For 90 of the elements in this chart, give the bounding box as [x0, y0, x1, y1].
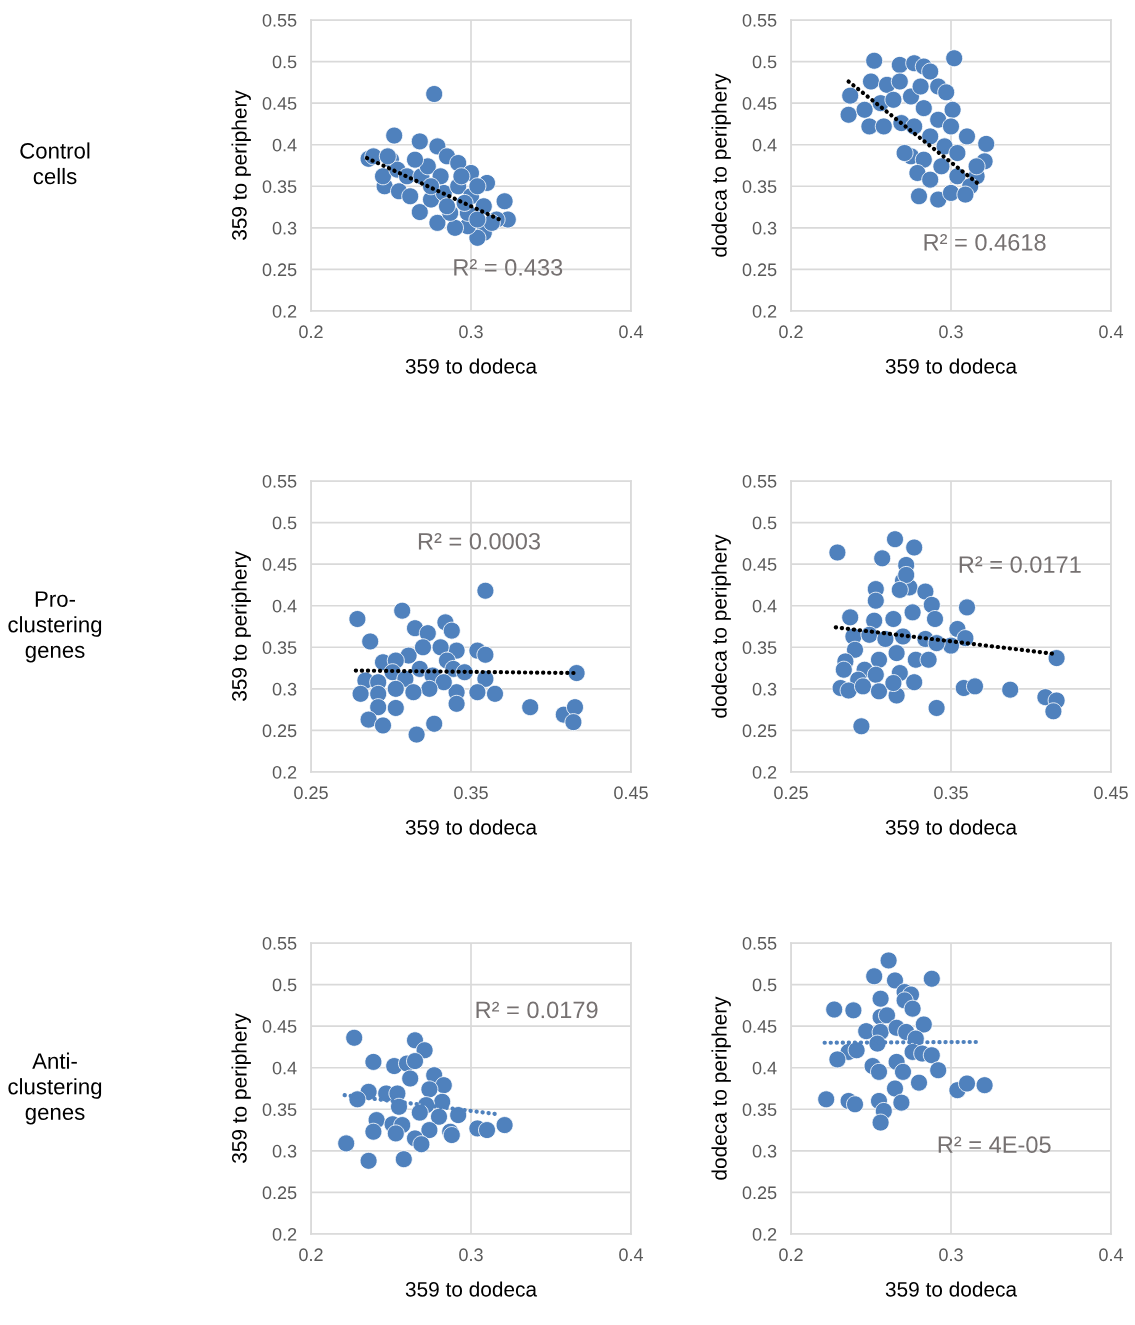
y-tick-label: 0.5 [752, 516, 777, 530]
y-tick-label: 0.5 [752, 978, 777, 992]
x-axis-title: 359 to dodeca [405, 819, 538, 835]
y-tick-label: 0.2 [272, 1227, 297, 1241]
y-axis-title: 359 to periphery [231, 90, 251, 240]
y-tick-label: 0.25 [742, 263, 777, 277]
y-tick-label: 0.4 [272, 1061, 297, 1075]
y-tick-label: 0.3 [752, 221, 777, 235]
y-tick-label: 0.2 [272, 304, 297, 318]
x-tick-label: 0.35 [934, 786, 968, 800]
y-tick-label: 0.5 [272, 55, 297, 69]
y-tick-label: 0.5 [272, 978, 297, 992]
x-tick-label: 0.25 [774, 786, 808, 800]
x-tick-label: 0.2 [299, 1248, 323, 1262]
x-axis-title: 359 to dodeca [405, 1281, 538, 1297]
annotation: R² = 0.433 [454, 259, 563, 276]
y-tick-label: 0.25 [262, 1186, 297, 1200]
annotation: R² = 0.0171 [959, 556, 1081, 573]
y-tick-label: 0.25 [742, 1186, 777, 1200]
x-axis-title: 359 to dodeca [885, 1281, 1018, 1297]
y-tick-label: 0.2 [752, 304, 777, 318]
y-tick-label: 0.45 [742, 558, 777, 571]
y-tick-label: 0.5 [272, 516, 297, 530]
y-tick-label: 0.55 [262, 936, 297, 950]
x-tick-label: 0.2 [779, 325, 803, 339]
y-tick-label: 0.3 [272, 682, 297, 696]
point [921, 170, 940, 189]
y-tick-label: 0.35 [742, 641, 777, 655]
y-tick-label: 0.45 [262, 97, 297, 110]
x-axis-title: 359 to dodeca [885, 358, 1018, 374]
annotation: R² = 0.0179 [476, 1001, 598, 1019]
x-tick-label: 0.4 [1099, 325, 1124, 339]
y-tick-label: 0.55 [742, 474, 777, 488]
y-tick-label: 0.5 [752, 55, 777, 69]
y-tick-label: 0.45 [262, 1020, 297, 1033]
y-tick-label: 0.2 [752, 1227, 777, 1241]
x-tick-label: 0.2 [779, 1248, 803, 1262]
y-tick-label: 0.25 [742, 724, 777, 738]
y-tick-label: 0.4 [272, 138, 297, 152]
x-tick-label: 0.3 [459, 1248, 483, 1262]
x-tick-label: 0.2 [299, 325, 323, 339]
y-tick-label: 0.25 [262, 724, 297, 738]
y-tick-label: 0.55 [742, 13, 777, 27]
x-axis-title: 359 to dodeca [885, 819, 1018, 835]
annotation: R² = 4E-05 [938, 1136, 1051, 1154]
x-tick-label: 0.4 [1099, 1248, 1124, 1262]
y-tick-label: 0.45 [742, 97, 777, 110]
y-tick-label: 0.55 [262, 13, 297, 27]
y-axis-title: 359 to periphery [231, 551, 251, 701]
text: Pro-clustering genes [8, 591, 102, 663]
x-tick-label: 0.35 [454, 786, 488, 800]
x-tick-label: 0.45 [1094, 786, 1128, 800]
y-tick-label: 0.2 [752, 765, 777, 779]
y-tick-label: 0.45 [262, 558, 297, 571]
y-tick-label: 0.35 [262, 641, 297, 655]
y-tick-label: 0.55 [742, 936, 777, 950]
y-tick-label: 0.4 [272, 599, 297, 613]
y-axis-title: dodeca to periphery [711, 73, 731, 257]
y-axis-title: dodeca to periphery [711, 534, 731, 718]
y-tick-label: 0.4 [752, 1061, 777, 1075]
y-tick-label: 0.2 [272, 765, 297, 779]
y-tick-label: 0.35 [742, 1103, 777, 1117]
y-tick-label: 0.25 [262, 263, 297, 277]
y-tick-label: 0.3 [752, 682, 777, 696]
text: Control cells [20, 142, 90, 185]
y-tick-label: 0.4 [752, 138, 777, 152]
x-tick-label: 0.4 [619, 325, 644, 339]
x-tick-label: 0.25 [294, 786, 328, 800]
y-tick-label: 0.45 [742, 1020, 777, 1033]
x-tick-label: 0.3 [939, 325, 963, 339]
x-tick-label: 0.3 [939, 1248, 963, 1262]
y-tick-label: 0.3 [272, 1144, 297, 1158]
x-tick-label: 0.4 [619, 1248, 644, 1262]
annotation: R² = 0.0003 [418, 532, 540, 550]
y-tick-label: 0.4 [752, 599, 777, 613]
annotation: R² = 0.4618 [924, 233, 1046, 251]
x-tick-label: 0.3 [459, 325, 483, 339]
y-tick-label: 0.35 [262, 180, 297, 194]
x-axis-title: 359 to dodeca [405, 358, 538, 374]
y-tick-label: 0.55 [262, 474, 297, 488]
y-tick-label: 0.35 [262, 1103, 297, 1117]
point [407, 725, 426, 744]
y-tick-label: 0.3 [272, 221, 297, 235]
y-axis-title: dodeca to periphery [711, 996, 731, 1180]
y-tick-label: 0.35 [742, 180, 777, 194]
y-axis-title: 359 to periphery [231, 1013, 251, 1163]
point [1044, 702, 1063, 721]
y-tick-label: 0.3 [752, 1144, 777, 1158]
text: Anti-clustering genes [8, 1052, 102, 1125]
x-tick-label: 0.45 [614, 786, 648, 800]
